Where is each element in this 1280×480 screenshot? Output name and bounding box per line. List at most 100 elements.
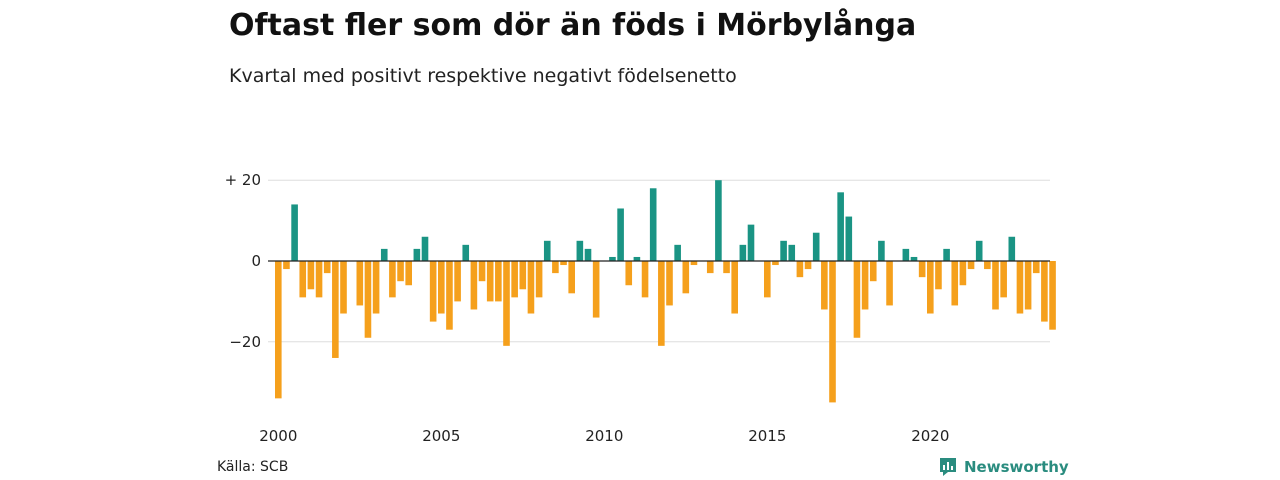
bars bbox=[275, 180, 1056, 403]
bar bbox=[495, 261, 502, 302]
bar bbox=[1041, 261, 1048, 322]
bar bbox=[674, 244, 681, 261]
y-tick-label: + 20 bbox=[225, 171, 261, 189]
bar bbox=[731, 261, 738, 314]
bar bbox=[299, 261, 307, 298]
bar bbox=[992, 261, 999, 310]
bar bbox=[576, 240, 584, 261]
bar bbox=[747, 224, 755, 261]
bar bbox=[1024, 261, 1032, 310]
bar bbox=[543, 240, 551, 261]
x-tick-label: 2005 bbox=[422, 427, 460, 445]
bar bbox=[715, 180, 722, 261]
y-tick-label: 0 bbox=[251, 252, 261, 270]
bar bbox=[845, 216, 853, 261]
bar bbox=[560, 261, 567, 266]
bar bbox=[323, 261, 331, 274]
bar bbox=[470, 261, 478, 310]
brand-name: Newsworthy bbox=[964, 458, 1069, 476]
bar bbox=[438, 261, 445, 314]
newsworthy-logo-icon bbox=[940, 458, 956, 476]
bar bbox=[315, 261, 323, 298]
bar bbox=[429, 261, 437, 322]
bar bbox=[861, 261, 869, 310]
bar bbox=[454, 261, 461, 302]
bar bbox=[527, 261, 535, 314]
bar bbox=[511, 261, 518, 298]
bar bbox=[446, 261, 453, 330]
bar bbox=[535, 261, 543, 298]
bar bbox=[340, 261, 347, 314]
bar bbox=[943, 248, 950, 261]
bar bbox=[397, 261, 404, 282]
bar bbox=[356, 261, 364, 306]
x-tick-labels: 2000 2005 2010 2015 2020 bbox=[259, 427, 949, 445]
bar bbox=[1000, 261, 1007, 298]
bar bbox=[503, 261, 510, 346]
bar bbox=[1008, 236, 1016, 261]
bar bbox=[625, 261, 633, 286]
bar bbox=[666, 261, 673, 306]
y-tick-labels: + 20 0 −20 bbox=[225, 171, 261, 351]
x-tick-label: 2020 bbox=[911, 427, 949, 445]
bar bbox=[853, 261, 861, 338]
bar bbox=[641, 261, 649, 298]
bar bbox=[780, 240, 787, 261]
newsworthy-brand: Newsworthy bbox=[938, 456, 1069, 478]
bar bbox=[462, 244, 470, 261]
bar bbox=[796, 261, 804, 278]
bar bbox=[592, 261, 600, 318]
x-tick-label: 2010 bbox=[585, 427, 623, 445]
bar bbox=[959, 261, 967, 286]
bar bbox=[552, 261, 559, 274]
bar bbox=[1016, 261, 1024, 314]
bar bbox=[886, 261, 893, 306]
chart-title: Oftast fler som dör än föds i Mörbylånga bbox=[229, 8, 917, 43]
bar bbox=[405, 261, 412, 286]
x-tick-label: 2015 bbox=[748, 427, 786, 445]
bar bbox=[812, 232, 820, 261]
bar bbox=[633, 256, 641, 261]
bar bbox=[935, 261, 942, 290]
bar bbox=[291, 204, 298, 261]
bar bbox=[984, 261, 991, 270]
bar bbox=[804, 261, 812, 270]
bar bbox=[275, 261, 282, 399]
bar bbox=[902, 248, 910, 261]
bar bbox=[372, 261, 380, 314]
bar bbox=[486, 261, 494, 302]
bar bbox=[364, 261, 372, 338]
bar bbox=[706, 261, 714, 274]
bar bbox=[739, 244, 747, 261]
bar bbox=[389, 261, 396, 298]
bar bbox=[975, 240, 983, 261]
bar bbox=[723, 261, 730, 274]
bar bbox=[690, 261, 698, 266]
source-note: Källa: SCB bbox=[217, 459, 289, 475]
bar bbox=[910, 256, 918, 261]
bar bbox=[413, 248, 421, 261]
bar bbox=[380, 248, 388, 261]
bar bbox=[878, 240, 885, 261]
bar bbox=[918, 261, 926, 278]
bar bbox=[609, 256, 616, 261]
x-tick-label: 2000 bbox=[259, 427, 297, 445]
bar bbox=[869, 261, 877, 282]
bar bbox=[584, 248, 592, 261]
bar bbox=[772, 261, 779, 266]
bar bbox=[682, 261, 690, 294]
bar bbox=[1049, 261, 1056, 330]
bar bbox=[307, 261, 315, 290]
bar bbox=[821, 261, 828, 310]
chart-subtitle: Kvartal med positivt respektive negativt… bbox=[229, 65, 737, 87]
bar bbox=[658, 261, 665, 346]
bar bbox=[927, 261, 934, 314]
bar bbox=[519, 261, 527, 290]
y-tick-label: −20 bbox=[229, 333, 261, 351]
bar bbox=[568, 261, 575, 294]
bar bbox=[837, 192, 844, 261]
bar bbox=[788, 244, 796, 261]
bar bbox=[967, 261, 975, 270]
bar bbox=[951, 261, 959, 306]
bar bbox=[617, 208, 624, 261]
